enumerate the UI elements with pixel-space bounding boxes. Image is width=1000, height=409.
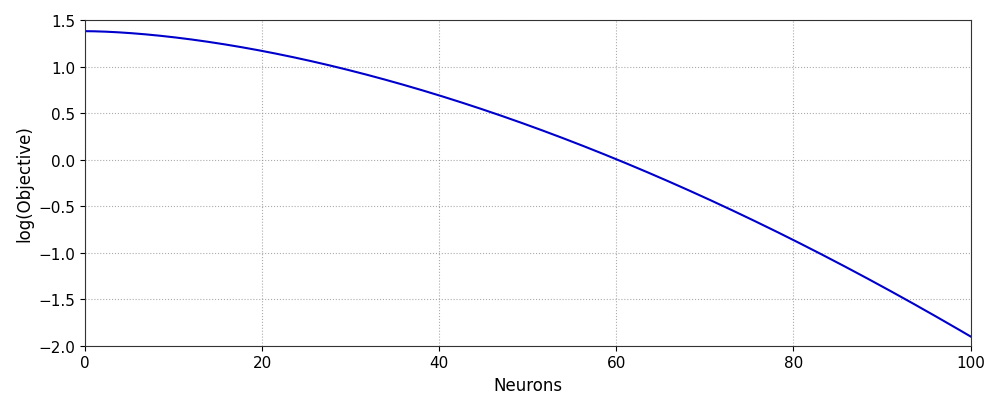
X-axis label: Neurons: Neurons xyxy=(493,376,562,394)
Y-axis label: log(Objective): log(Objective) xyxy=(15,125,33,242)
